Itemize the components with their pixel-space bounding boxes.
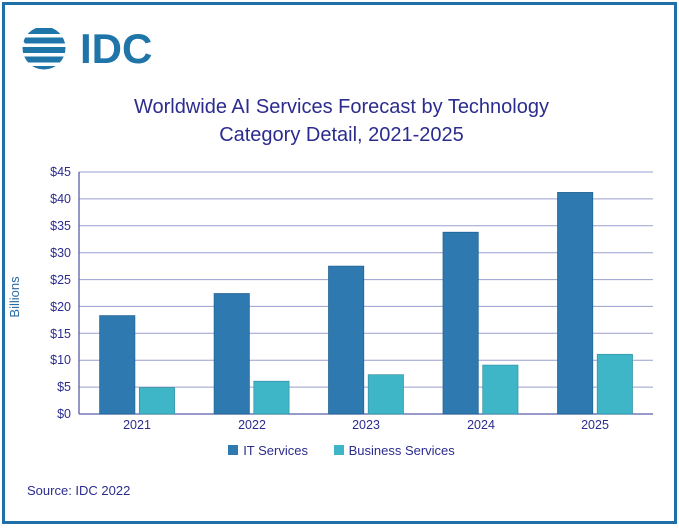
svg-text:$25: $25 xyxy=(50,273,71,287)
svg-text:$40: $40 xyxy=(50,192,71,206)
svg-text:Billions: Billions xyxy=(7,276,22,318)
svg-text:$20: $20 xyxy=(50,300,71,314)
svg-text:$5: $5 xyxy=(57,380,71,394)
svg-text:$45: $45 xyxy=(50,166,71,179)
svg-text:2025: 2025 xyxy=(581,418,609,432)
svg-text:$15: $15 xyxy=(50,327,71,341)
svg-text:2022: 2022 xyxy=(238,418,266,432)
svg-text:2023: 2023 xyxy=(352,418,380,432)
svg-text:$35: $35 xyxy=(50,219,71,233)
svg-text:$10: $10 xyxy=(50,353,71,367)
svg-text:$30: $30 xyxy=(50,246,71,260)
svg-text:$0: $0 xyxy=(57,407,71,421)
svg-text:IDC: IDC xyxy=(80,25,152,72)
svg-text:2024: 2024 xyxy=(467,418,495,432)
svg-text:2021: 2021 xyxy=(123,418,151,432)
